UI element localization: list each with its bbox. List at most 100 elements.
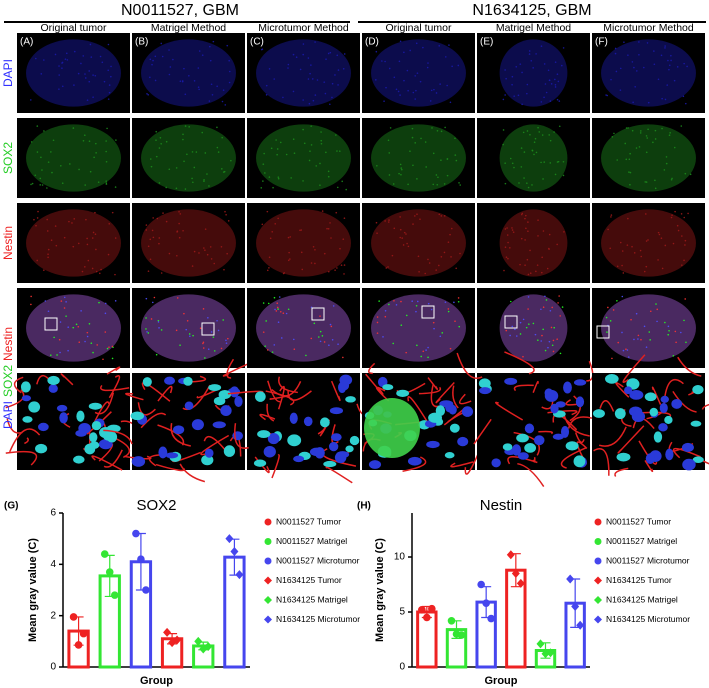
speck (524, 239, 526, 241)
speck (209, 45, 211, 48)
fiber (100, 384, 130, 392)
speck (317, 336, 320, 338)
legend-label: N0011527 Tumor (606, 516, 671, 526)
speck (204, 357, 206, 359)
nucleus (345, 445, 354, 453)
nucleus (89, 432, 98, 443)
speck (668, 68, 670, 71)
speck (159, 137, 162, 139)
fiber (91, 455, 123, 471)
speck (657, 231, 660, 234)
speck (393, 299, 395, 302)
fiber (200, 434, 230, 456)
speck (302, 128, 304, 131)
speck (199, 327, 202, 330)
speck (46, 187, 48, 189)
speck (193, 166, 196, 169)
panel-label: (H) (357, 501, 371, 512)
fiber (622, 354, 646, 383)
speck (666, 84, 669, 86)
speck (627, 217, 629, 220)
row-label: DAPI SOX2 Nestin (1, 327, 15, 429)
fiber (615, 382, 630, 398)
speck (375, 221, 378, 224)
nucleus (573, 379, 587, 386)
data-point (511, 569, 520, 578)
speck (98, 272, 101, 275)
speck (43, 130, 45, 132)
speck (447, 308, 450, 310)
speck (387, 266, 389, 268)
nucleus (504, 377, 518, 385)
speck (203, 179, 205, 181)
column-label: Matrigel Method (151, 22, 226, 34)
speck (534, 137, 537, 140)
speck (73, 50, 76, 53)
speck (511, 75, 514, 78)
micrograph (477, 203, 590, 283)
speck (307, 57, 310, 59)
speck (185, 328, 188, 331)
speck (41, 184, 44, 186)
speck (449, 233, 451, 236)
speck (540, 45, 543, 47)
speck (540, 340, 543, 342)
speck (438, 264, 440, 267)
fiber (538, 430, 553, 435)
speck (204, 152, 207, 154)
speck (399, 40, 402, 43)
speck (203, 180, 205, 183)
speck (260, 187, 263, 189)
nucleus (183, 376, 193, 386)
speck (184, 188, 187, 190)
data-point (235, 570, 244, 580)
speck (289, 236, 292, 238)
speck (162, 212, 164, 214)
speck (47, 253, 49, 255)
speck (559, 315, 561, 317)
nucleus (671, 398, 683, 409)
speck (34, 174, 37, 177)
speck (202, 341, 205, 344)
legend-label: N0011527 Tumor (276, 516, 341, 526)
speck (385, 267, 388, 269)
speck (415, 89, 417, 92)
speck (330, 325, 333, 328)
speck (619, 67, 622, 70)
speck (156, 217, 159, 220)
nucleus (73, 455, 85, 464)
speck (323, 81, 326, 83)
speck (114, 273, 116, 276)
nucleus (457, 436, 469, 447)
speck (146, 93, 148, 95)
column-label: Microtumor Method (258, 22, 349, 34)
speck (645, 346, 648, 348)
speck (327, 175, 330, 178)
speck (457, 64, 460, 67)
speck (213, 262, 216, 265)
speck (610, 216, 612, 218)
speck (520, 166, 523, 168)
speck (504, 69, 506, 71)
legend-label: N1634125 Tumor (276, 575, 342, 585)
speck (398, 172, 400, 175)
speck (376, 321, 379, 324)
speck (554, 61, 557, 63)
legend-marker (264, 518, 272, 526)
speck (400, 300, 402, 303)
speck (89, 43, 92, 46)
speck (75, 323, 78, 326)
speck (664, 45, 666, 47)
data-point (418, 606, 426, 614)
speck (323, 252, 326, 255)
speck (89, 170, 92, 173)
speck (68, 220, 70, 223)
speck (444, 301, 447, 303)
speck (86, 335, 89, 338)
fiber (170, 423, 191, 447)
speck (619, 89, 622, 91)
speck (541, 256, 543, 259)
speck (33, 218, 35, 221)
fiber (614, 467, 629, 477)
speck (72, 245, 75, 248)
